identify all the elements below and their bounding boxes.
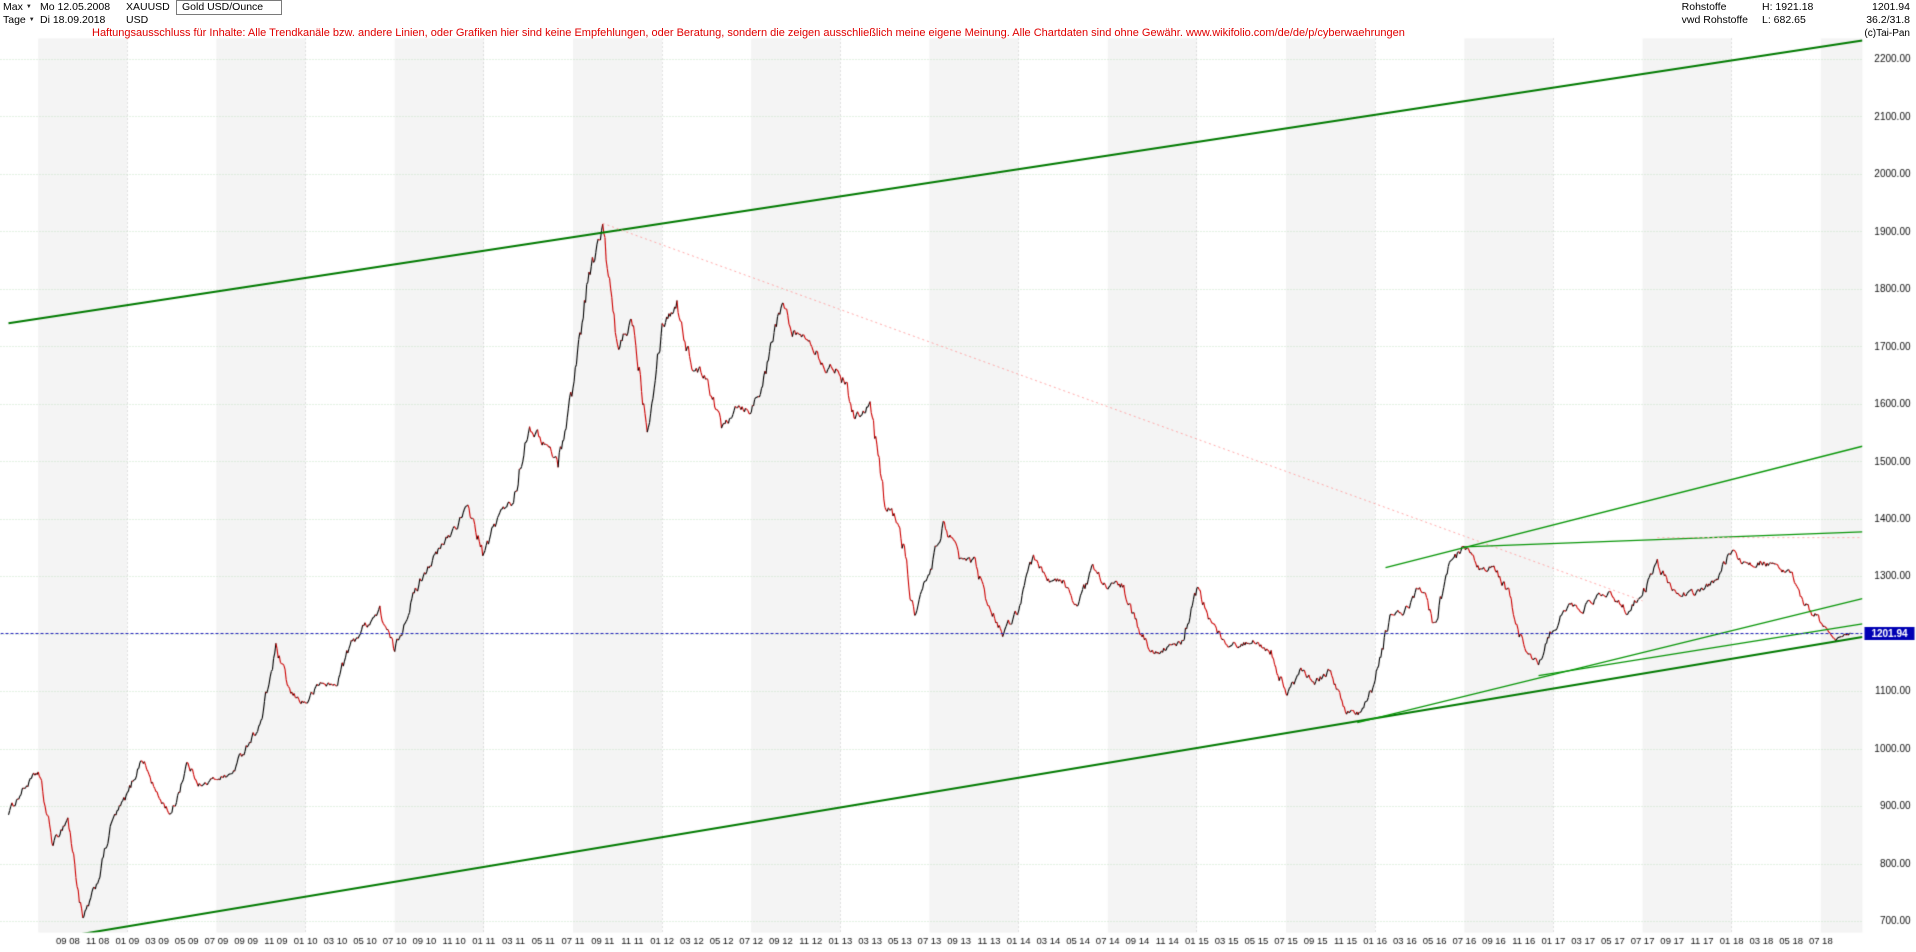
instrument-name-box[interactable]: Gold USD/Ounce [176,0,283,15]
symbol-label: XAUUSD [126,1,170,13]
period-dropdown-value: Tage [3,14,26,26]
last-price-label: 1201.94 [1872,1,1910,13]
currency-label: USD [126,14,149,26]
instrument-name: Gold USD/Ounce [182,1,264,13]
disclaimer-text: Haftungsausschluss für Inhalte: Alle Tre… [92,27,1405,39]
high-label: H: 1921.18 [1762,1,1814,13]
quote-info: Rohstoffe H: 1921.18 1201.94 vwd Rohstof… [1682,1,1910,27]
chart-header: Max ▼ Mo 12.05.2008 XAUUSD Gold USD/Ounce… [0,0,1916,44]
copyright-label: (c)Tai-Pan [1864,28,1910,39]
change-label: 36.2/31.8 [1866,14,1910,26]
start-date-label: Mo 12.05.2008 [40,1,111,13]
period-dropdown[interactable]: Tage ▼ [3,14,35,26]
range-dropdown-value: Max [3,1,23,13]
low-label: L: 682.65 [1762,14,1806,26]
end-date-label: Di 18.09.2018 [40,14,106,26]
feed-label: vwd Rohstoffe [1681,14,1748,26]
chevron-down-icon: ▼ [28,17,35,23]
range-dropdown[interactable]: Max ▼ [3,1,32,13]
chevron-down-icon: ▼ [25,4,32,10]
category-label: Rohstoffe [1681,1,1727,13]
